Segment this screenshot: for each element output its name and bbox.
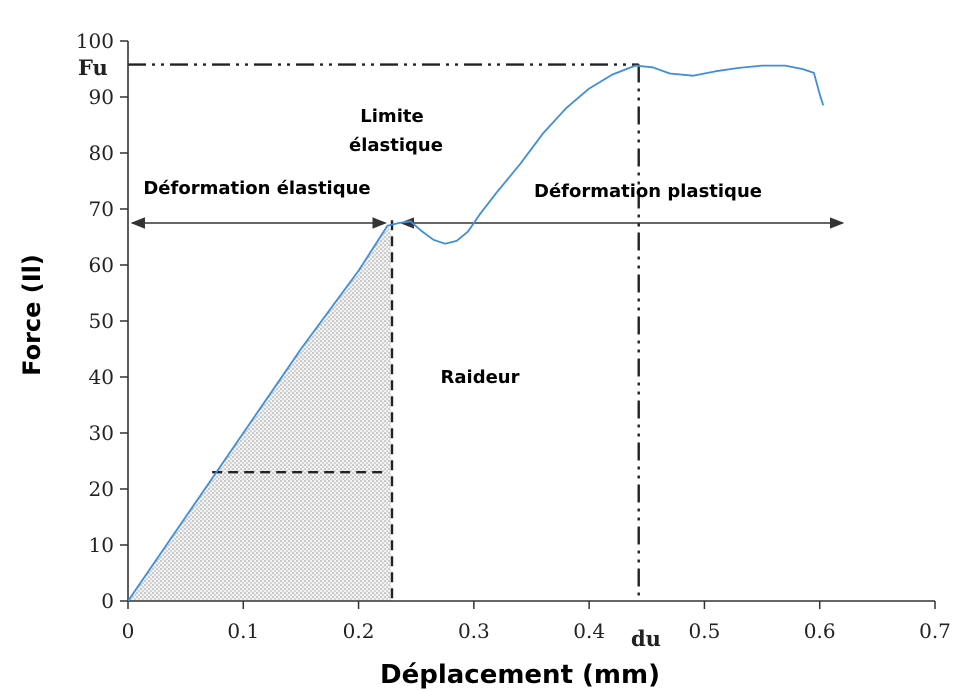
x-tick-label: 0.2 [343,619,375,643]
deformation-plastique-label: Déformation plastique [534,181,762,202]
y-tick-label: 10 [89,533,114,557]
y-tick-label: 90 [89,85,114,109]
x-tick-label: 0.6 [804,619,836,643]
y-tick-label: 40 [89,365,114,389]
y-tick-label: 20 [89,477,114,501]
limite-elastique-label-line2: élastique [349,135,443,156]
x-tick-label: 0 [122,619,135,643]
limite-elastique-label-line1: Limite [360,106,423,127]
y-tick-label: 60 [89,253,114,277]
deformation-elastique-label: Déformation élastique [143,178,370,199]
x-tick-label: 0.1 [227,619,259,643]
fu-marker-label: Fu [78,55,108,80]
du-marker-label: du [631,626,661,651]
y-tick-label: 70 [89,197,114,221]
raideur-label: Raideur [441,367,520,388]
x-tick-label: 0.3 [458,619,490,643]
y-tick-label: 30 [89,421,114,445]
x-tick-label: 0.4 [573,619,605,643]
y-tick-label: 50 [89,309,114,333]
y-tick-label: 80 [89,141,114,165]
x-axis-title: Déplacement (mm) [380,660,660,690]
force-displacement-curve [127,64,825,602]
y-axis-title: Force (Il) [18,254,46,376]
x-tick-label: 0.5 [689,619,721,643]
elastic-region-shading [128,225,391,602]
y-tick-label: 100 [76,29,114,53]
y-tick-label: 0 [101,589,114,613]
x-tick-label: 0.7 [919,619,951,643]
